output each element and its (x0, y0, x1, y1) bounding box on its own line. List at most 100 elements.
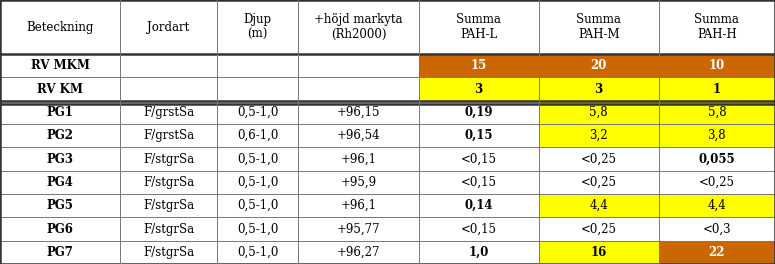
Text: Summa
PAH-L: Summa PAH-L (456, 13, 501, 41)
Bar (120, 54, 217, 77)
Bar (120, 0, 217, 54)
Text: 0,055: 0,055 (698, 153, 735, 166)
Bar (0, 54, 120, 77)
Bar (298, 124, 418, 147)
Text: 0,5-1,0: 0,5-1,0 (237, 223, 278, 235)
Bar (539, 77, 659, 101)
Text: <0,15: <0,15 (460, 176, 497, 189)
Text: F/stgrSa: F/stgrSa (143, 153, 194, 166)
Bar (298, 171, 418, 194)
Bar (539, 124, 659, 147)
Text: Jordart: Jordart (147, 21, 190, 34)
Bar (217, 101, 298, 124)
Bar (418, 241, 539, 264)
Bar (217, 241, 298, 264)
Text: F/grstSa: F/grstSa (143, 106, 194, 119)
Bar (539, 101, 659, 124)
Text: Summa
PAH-M: Summa PAH-M (577, 13, 621, 41)
Bar (659, 0, 775, 54)
Text: 0,5-1,0: 0,5-1,0 (237, 176, 278, 189)
Bar (539, 217, 659, 241)
Text: F/stgrSa: F/stgrSa (143, 223, 194, 235)
Bar (659, 77, 775, 101)
Text: F/stgrSa: F/stgrSa (143, 176, 194, 189)
Bar (418, 54, 539, 77)
Text: 16: 16 (591, 246, 607, 259)
Bar (418, 147, 539, 171)
Bar (659, 54, 775, 77)
Bar (120, 241, 217, 264)
Text: Beteckning: Beteckning (26, 21, 94, 34)
Bar (120, 101, 217, 124)
Bar (120, 124, 217, 147)
Bar (217, 171, 298, 194)
Bar (0, 171, 120, 194)
Bar (0, 101, 120, 124)
Bar (298, 54, 418, 77)
Bar (418, 124, 539, 147)
Text: PG2: PG2 (46, 129, 74, 142)
Text: Djup
(m): Djup (m) (243, 13, 272, 41)
Bar (298, 0, 418, 54)
Bar (120, 171, 217, 194)
Text: 5,8: 5,8 (589, 106, 608, 119)
Bar (120, 217, 217, 241)
Bar (539, 194, 659, 217)
Bar (539, 171, 659, 194)
Bar (539, 241, 659, 264)
Bar (298, 241, 418, 264)
Text: PG5: PG5 (46, 199, 74, 212)
Text: 0,14: 0,14 (464, 199, 493, 212)
Text: RV MKM: RV MKM (31, 59, 89, 72)
Text: Summa
PAH-H: Summa PAH-H (694, 13, 739, 41)
Text: 3,8: 3,8 (708, 129, 726, 142)
Bar (659, 101, 775, 124)
Text: <0,25: <0,25 (699, 176, 735, 189)
Text: PG6: PG6 (46, 223, 74, 235)
Text: F/stgrSa: F/stgrSa (143, 246, 194, 259)
Text: 5,8: 5,8 (708, 106, 726, 119)
Text: PG1: PG1 (46, 106, 74, 119)
Bar (0, 241, 120, 264)
Bar (539, 54, 659, 77)
Text: <0,25: <0,25 (580, 176, 617, 189)
Text: 10: 10 (709, 59, 725, 72)
Text: +96,1: +96,1 (340, 199, 377, 212)
Text: 3: 3 (594, 83, 603, 96)
Bar (659, 171, 775, 194)
Bar (0, 124, 120, 147)
Text: 20: 20 (591, 59, 607, 72)
Bar (0, 147, 120, 171)
Text: 0,15: 0,15 (464, 129, 493, 142)
Text: 22: 22 (708, 246, 725, 259)
Bar (418, 194, 539, 217)
Text: 3,2: 3,2 (589, 129, 608, 142)
Text: +96,1: +96,1 (340, 153, 377, 166)
Bar (0, 217, 120, 241)
Bar (217, 217, 298, 241)
Bar (217, 0, 298, 54)
Bar (659, 194, 775, 217)
Text: +höjd markyta
(Rh2000): +höjd markyta (Rh2000) (314, 13, 403, 41)
Text: PG4: PG4 (46, 176, 74, 189)
Bar (120, 77, 217, 101)
Bar (0, 0, 120, 54)
Text: PG7: PG7 (46, 246, 74, 259)
Bar (217, 194, 298, 217)
Text: +96,27: +96,27 (336, 246, 381, 259)
Text: 0,5-1,0: 0,5-1,0 (237, 199, 278, 212)
Text: +96,15: +96,15 (336, 106, 381, 119)
Text: PG3: PG3 (46, 153, 74, 166)
Bar (298, 147, 418, 171)
Bar (659, 147, 775, 171)
Bar (659, 241, 775, 264)
Text: RV KM: RV KM (37, 83, 83, 96)
Text: <0,15: <0,15 (460, 153, 497, 166)
Text: 1: 1 (713, 83, 721, 96)
Bar (298, 77, 418, 101)
Bar (418, 101, 539, 124)
Text: <0,25: <0,25 (580, 223, 617, 235)
Bar (539, 147, 659, 171)
Bar (0, 194, 120, 217)
Bar (120, 194, 217, 217)
